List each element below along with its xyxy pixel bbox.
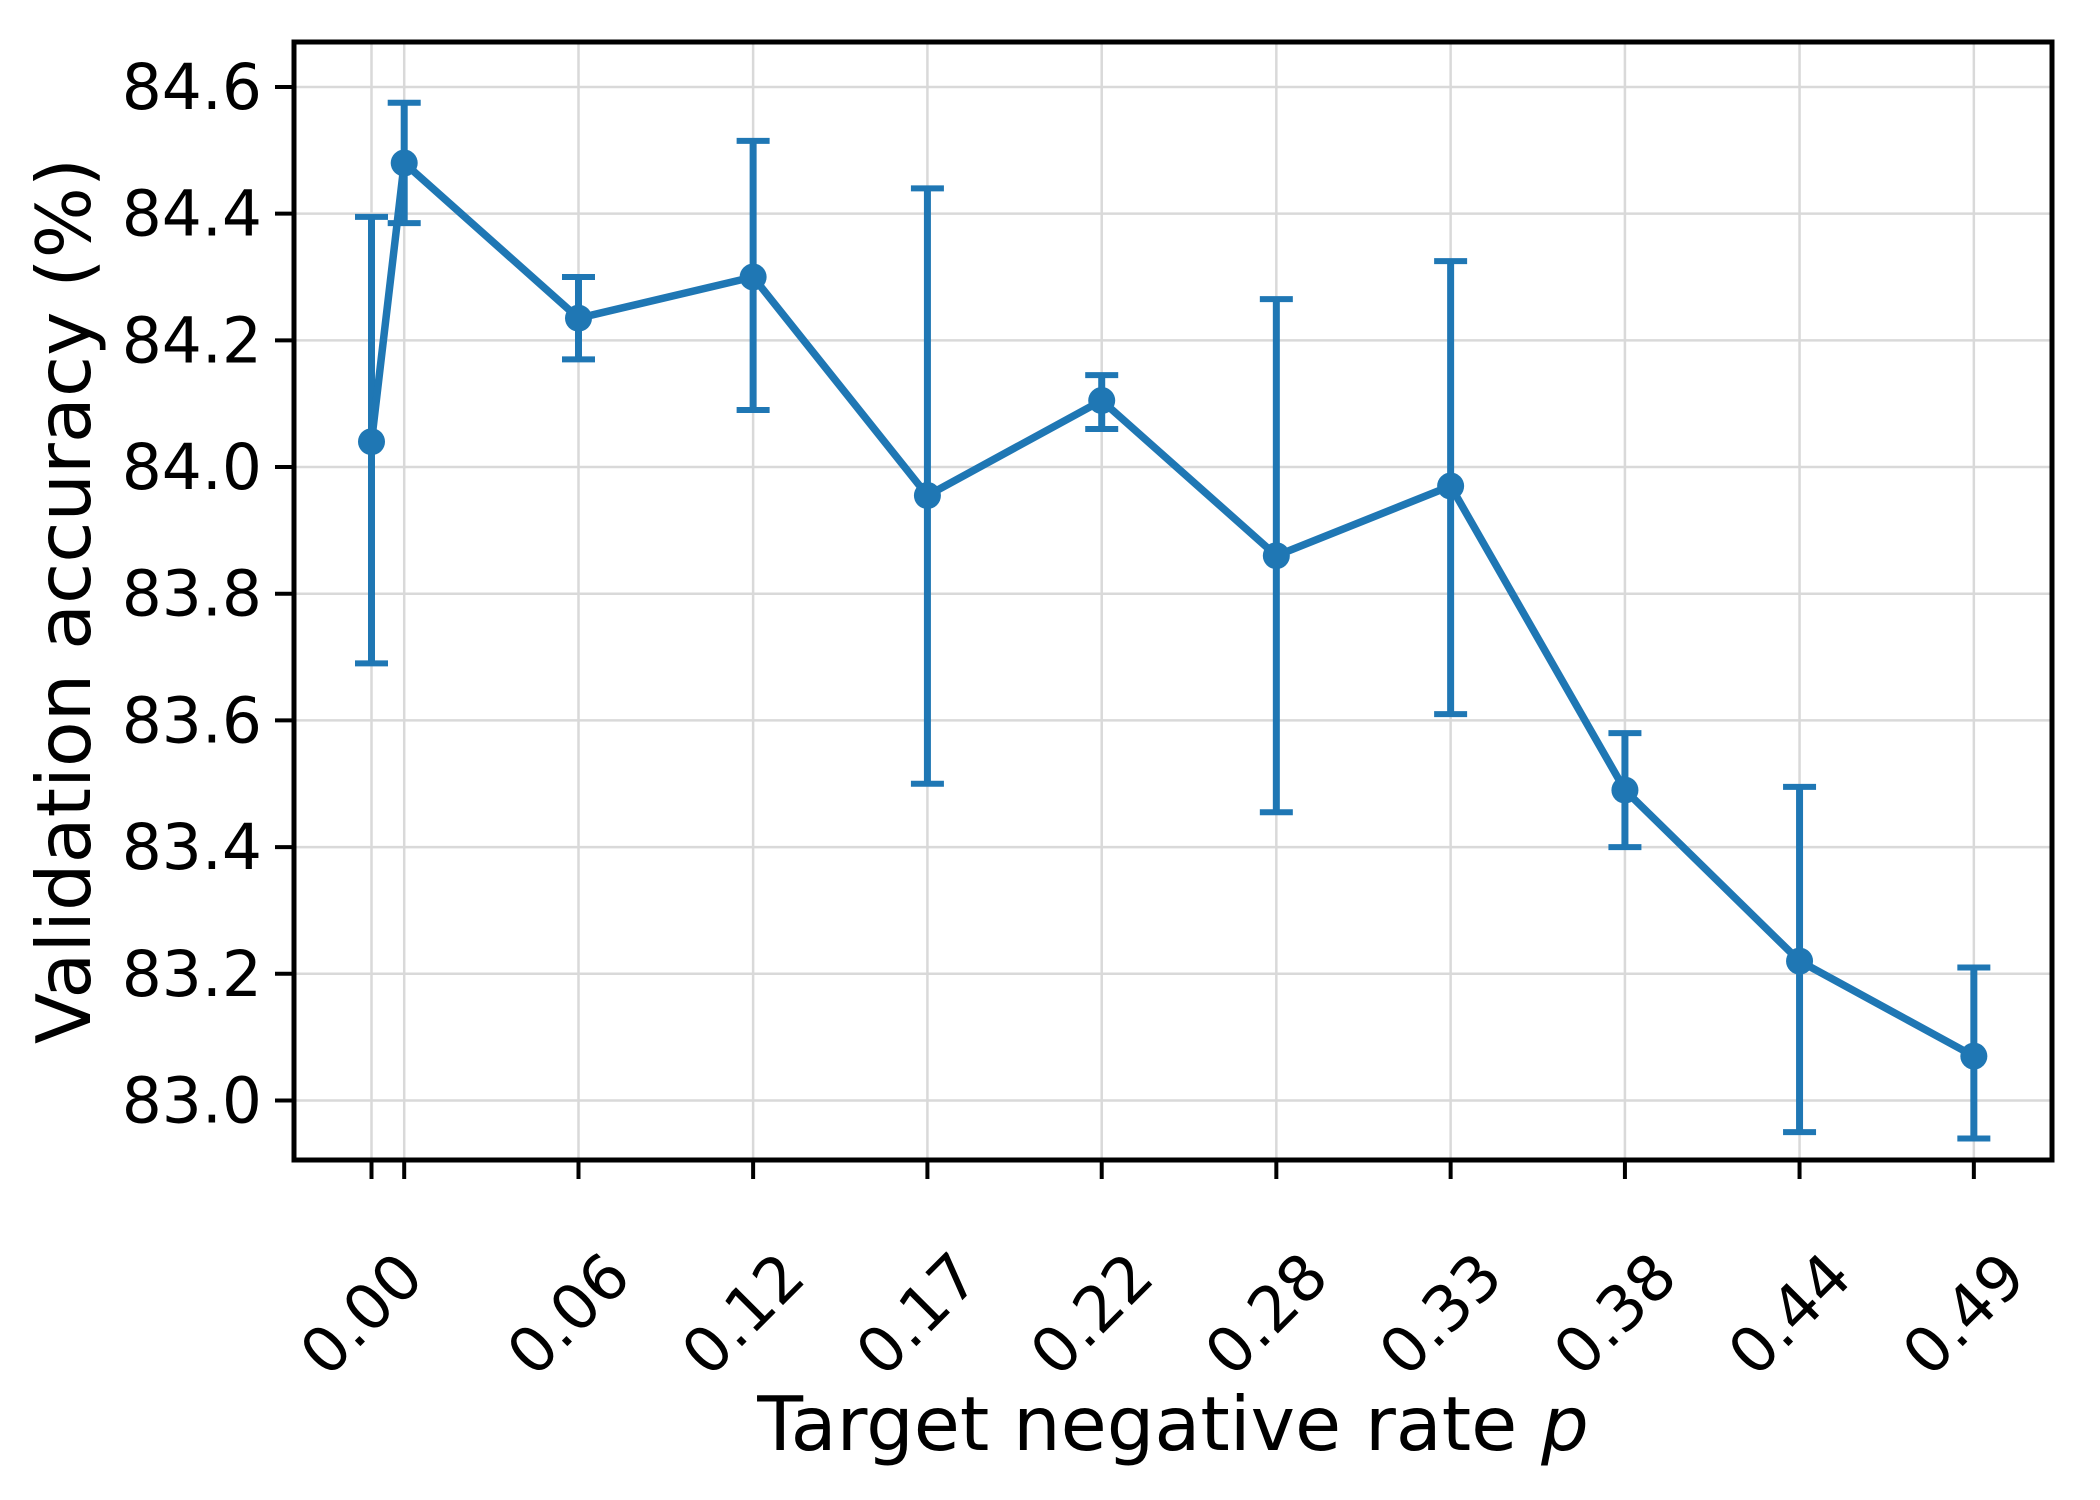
x-axis-label: Target negative rate p [757, 1380, 1589, 1468]
data-point-marker [1088, 387, 1116, 415]
data-point-marker [1262, 542, 1290, 570]
y-axis-label: Validation accuracy (%) [20, 158, 108, 1044]
x-axis-label-space [1517, 1380, 1541, 1468]
y-tick-label: 83.0 [122, 1064, 262, 1137]
data-point-marker [1437, 472, 1465, 500]
data-point-marker [390, 149, 418, 177]
x-tick-label: 0.22 [1017, 1239, 1168, 1390]
x-tick-label: 0.33 [1365, 1239, 1516, 1390]
x-axis-label-text: Target negative rate [757, 1380, 1518, 1468]
x-tick-label: 0.28 [1191, 1239, 1342, 1390]
x-tick-label: 0.44 [1714, 1239, 1865, 1390]
x-tick-label: 0.17 [842, 1239, 993, 1390]
y-tick-label: 83.6 [122, 684, 262, 757]
x-tick-label: 0.49 [1889, 1239, 2040, 1390]
y-tick-label: 84.4 [122, 178, 262, 251]
x-tick-label: 0.38 [1540, 1239, 1691, 1390]
data-point-marker [913, 482, 941, 510]
data-line [367, 159, 1978, 1060]
plot-frame [291, 39, 2055, 1163]
x-axis-label-symbol: p [1541, 1380, 1589, 1468]
x-tick-label: 0.12 [668, 1239, 819, 1390]
data-point-marker [564, 304, 592, 332]
x-tick-label: 0.00 [286, 1239, 437, 1390]
y-tick-label: 84.0 [122, 431, 262, 504]
y-tick-label: 83.2 [122, 938, 262, 1011]
y-tick-label: 84.6 [122, 51, 262, 124]
data-point-marker [1960, 1042, 1988, 1070]
y-tick-label: 83.4 [122, 811, 262, 884]
data-point-marker [1611, 776, 1639, 804]
data-point-marker [1786, 947, 1814, 975]
data-point-marker [358, 428, 386, 456]
y-tick-label: 83.8 [122, 558, 262, 631]
x-tick-label: 0.06 [493, 1239, 644, 1390]
y-tick-label: 84.2 [122, 304, 262, 377]
data-point-marker [739, 263, 767, 291]
y-axis-label-text: Validation accuracy (%) [20, 157, 108, 1045]
